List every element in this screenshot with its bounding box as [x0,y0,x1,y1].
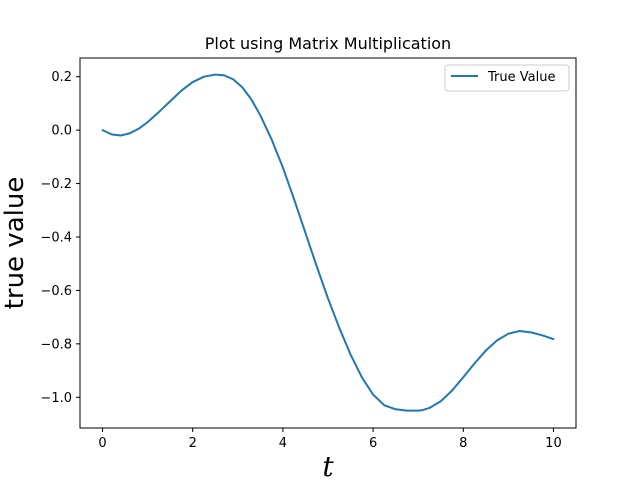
series-line-0 [101,73,555,412]
y-tick-label: −0.4 [40,230,72,245]
series-layer [101,73,555,412]
y-tick-label: 0.2 [51,70,72,85]
x-tick-label: 0 [98,436,106,451]
y-tick-label: −0.2 [40,177,72,192]
x-tick-label: 8 [459,436,467,451]
y-tick-label: −1.0 [40,391,72,406]
chart-title: Plot using Matrix Multiplication [205,34,451,53]
legend: True Value [444,64,570,92]
y-tick-label: −0.8 [40,337,72,352]
x-axis: 0 2 4 6 8 10 [98,428,562,451]
y-axis-label: true value [0,177,30,310]
y-tick-label: 0.0 [51,124,72,139]
y-tick-label: −0.6 [40,284,72,299]
plot-area [80,58,576,428]
x-tick-label: 2 [189,436,197,451]
x-tick-label: 4 [279,436,287,451]
legend-box [444,64,570,92]
x-tick-label: 10 [545,436,562,451]
x-tick-label: 6 [369,436,377,451]
y-axis: 0.2 0.0 −0.2 −0.4 −0.6 −0.8 −1.0 [40,70,80,406]
x-axis-label: t [322,450,334,480]
plot-frame [79,57,577,429]
legend-label: True Value [487,70,555,85]
